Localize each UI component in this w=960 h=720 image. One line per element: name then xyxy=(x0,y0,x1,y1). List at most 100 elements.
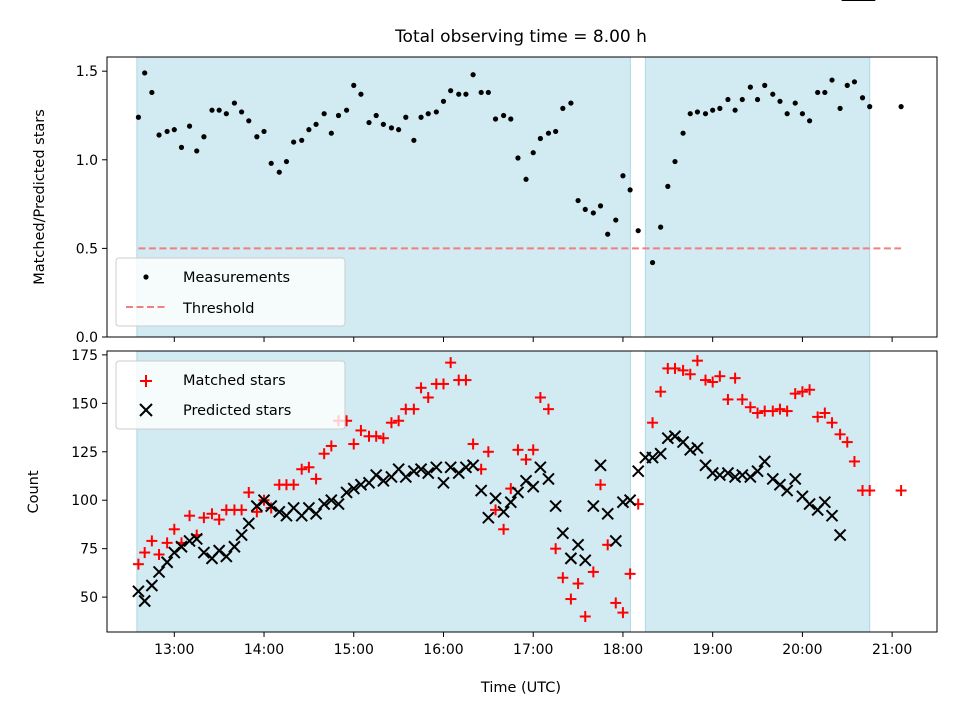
measurement-point xyxy=(335,112,342,119)
predicted-star-point xyxy=(138,594,151,608)
bottom-panel: 50 75 100 125 150 175 13:00 14:00 15:00 16:00 17:… xyxy=(26,0,938,696)
predicted-mark-b xyxy=(145,579,159,592)
predicted-star-point xyxy=(437,476,450,489)
predicted-star-point xyxy=(273,505,286,519)
predicted-mark-b xyxy=(556,526,570,540)
predicted-star-point xyxy=(601,507,614,520)
predicted-mark-b xyxy=(197,546,211,559)
predicted-mark-b xyxy=(430,461,443,474)
measurement-point xyxy=(440,98,447,104)
matched-star-point xyxy=(325,440,337,452)
measurement-point xyxy=(178,144,185,150)
x-axis-label: Time (UTC) xyxy=(480,680,561,696)
predicted-mark-b xyxy=(699,459,712,472)
top-x-ticks xyxy=(173,337,893,342)
predicted-mark-b xyxy=(713,468,727,482)
predicted-mark-b xyxy=(190,532,203,546)
legend-matched-marker xyxy=(140,375,152,387)
matched-star-point xyxy=(534,392,546,404)
x-tick-label: 17:00 xyxy=(513,642,553,658)
matched-star-point xyxy=(714,370,726,382)
measurement-point xyxy=(665,183,671,189)
predicted-mark-b xyxy=(803,497,816,511)
measurement-point xyxy=(358,91,364,97)
predicted-mark-b xyxy=(340,486,353,499)
matched-star-point xyxy=(579,610,591,622)
measurement-point xyxy=(216,107,222,113)
matched-star-point xyxy=(610,597,622,609)
predicted-mark-b xyxy=(601,507,614,520)
predicted-mark-b xyxy=(459,461,473,474)
predicted-star-point xyxy=(497,505,510,519)
x-tick-label: 21:00 xyxy=(872,642,912,658)
matched-star-point xyxy=(565,593,577,605)
predicted-star-point xyxy=(190,532,203,546)
predicted-mark-b xyxy=(661,431,675,445)
measurement-point xyxy=(732,107,738,113)
matched-star-point xyxy=(699,374,711,386)
matched-star-point xyxy=(445,357,457,369)
matched-star-point xyxy=(796,386,808,398)
predicted-star-point xyxy=(482,511,495,524)
x-tick-label: 15:00 xyxy=(334,642,374,658)
predicted-star-point xyxy=(587,499,600,513)
predicted-star-point xyxy=(145,579,159,592)
measurement-point xyxy=(299,137,305,143)
matched-star-point xyxy=(542,403,554,415)
predicted-mark-b xyxy=(317,497,331,511)
predicted-star-point xyxy=(527,480,540,493)
measurement-point xyxy=(844,82,850,88)
measurement-point xyxy=(313,121,319,127)
matched-star-point xyxy=(527,444,539,456)
predicted-mark-b xyxy=(325,494,338,507)
predicted-mark-b xyxy=(766,472,780,486)
measurement-point xyxy=(186,123,193,129)
matched-star-point xyxy=(587,566,599,578)
matched-star-point xyxy=(385,417,397,429)
predicted-star-point xyxy=(474,484,488,497)
measurement-point xyxy=(261,128,267,135)
matched-star-point xyxy=(707,376,719,388)
predicted-mark-b xyxy=(497,505,510,519)
matched-star-point xyxy=(377,432,389,444)
predicted-mark-b xyxy=(646,451,659,464)
matched-star-point xyxy=(736,393,748,405)
y-tick-label: 1.0 xyxy=(76,153,98,169)
predicted-star-point xyxy=(542,472,555,486)
measurement-point xyxy=(478,89,484,96)
matched-star-point xyxy=(557,572,569,584)
predicted-mark-b xyxy=(132,585,145,598)
measurement-point xyxy=(238,109,245,115)
predicted-mark-b xyxy=(444,461,457,474)
measurement-point xyxy=(485,89,491,96)
predicted-mark-b xyxy=(728,470,742,484)
measurement-point xyxy=(149,89,155,96)
matched-star-point xyxy=(512,444,524,456)
predicted-star-point xyxy=(594,459,607,472)
matched-star-point xyxy=(146,535,158,547)
y-tick-label: 0.5 xyxy=(76,241,98,257)
predicted-mark-b xyxy=(474,484,488,497)
measurement-point xyxy=(680,130,686,136)
measurement-point xyxy=(223,111,229,117)
legend-measurements-label: Measurements xyxy=(183,270,290,286)
predicted-mark-b xyxy=(347,482,360,495)
x-tick-label: 20:00 xyxy=(782,642,822,658)
measurement-point xyxy=(380,121,386,127)
matched-star-point xyxy=(467,438,479,450)
predicted-star-point xyxy=(721,466,735,480)
predicted-mark-b xyxy=(676,435,690,449)
predicted-star-point xyxy=(183,534,196,548)
measurement-point xyxy=(433,109,439,115)
matched-star-point xyxy=(774,403,786,415)
predicted-star-point xyxy=(220,550,233,563)
predicted-star-point xyxy=(668,430,682,443)
y-tick-label: 75 xyxy=(80,542,98,558)
matched-star-point xyxy=(804,384,816,396)
measurements-layer xyxy=(135,70,904,266)
x-tick-label: 16:00 xyxy=(423,642,463,658)
predicted-star-point xyxy=(609,534,622,548)
predicted-star-point xyxy=(579,554,592,567)
predicted-star-point xyxy=(309,507,323,520)
predicted-mark-b xyxy=(668,430,682,443)
